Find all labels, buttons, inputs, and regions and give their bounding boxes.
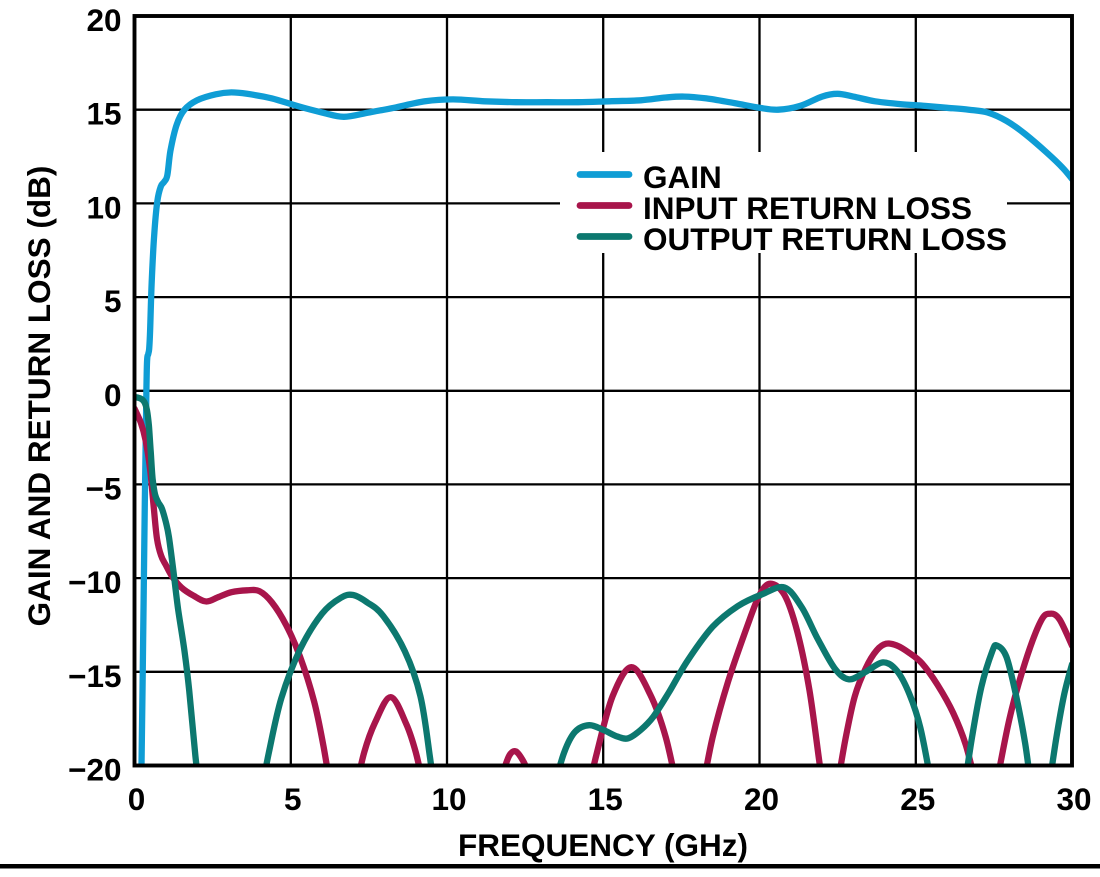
svg-text:5: 5 [284, 781, 302, 817]
svg-text:−5: −5 [86, 470, 122, 506]
svg-text:GAIN: GAIN [643, 159, 722, 195]
svg-text:10: 10 [431, 781, 466, 817]
svg-text:INPUT RETURN LOSS: INPUT RETURN LOSS [643, 190, 972, 226]
svg-text:0: 0 [104, 377, 122, 413]
svg-text:5: 5 [104, 283, 122, 319]
svg-text:GAIN AND RETURN LOSS (dB): GAIN AND RETURN LOSS (dB) [21, 166, 57, 627]
svg-text:−20: −20 [68, 752, 121, 788]
svg-text:−10: −10 [68, 564, 121, 600]
svg-text:25: 25 [900, 781, 935, 817]
svg-text:10: 10 [86, 189, 121, 225]
svg-text:15: 15 [588, 781, 623, 817]
svg-text:−15: −15 [68, 658, 121, 694]
svg-text:FREQUENCY (GHz): FREQUENCY (GHz) [458, 827, 748, 863]
svg-text:OUTPUT RETURN LOSS: OUTPUT RETURN LOSS [643, 221, 1007, 257]
svg-text:30: 30 [1056, 781, 1091, 817]
svg-text:20: 20 [744, 781, 779, 817]
svg-text:15: 15 [86, 96, 121, 132]
svg-text:0: 0 [128, 781, 146, 817]
svg-text:20: 20 [86, 2, 121, 38]
